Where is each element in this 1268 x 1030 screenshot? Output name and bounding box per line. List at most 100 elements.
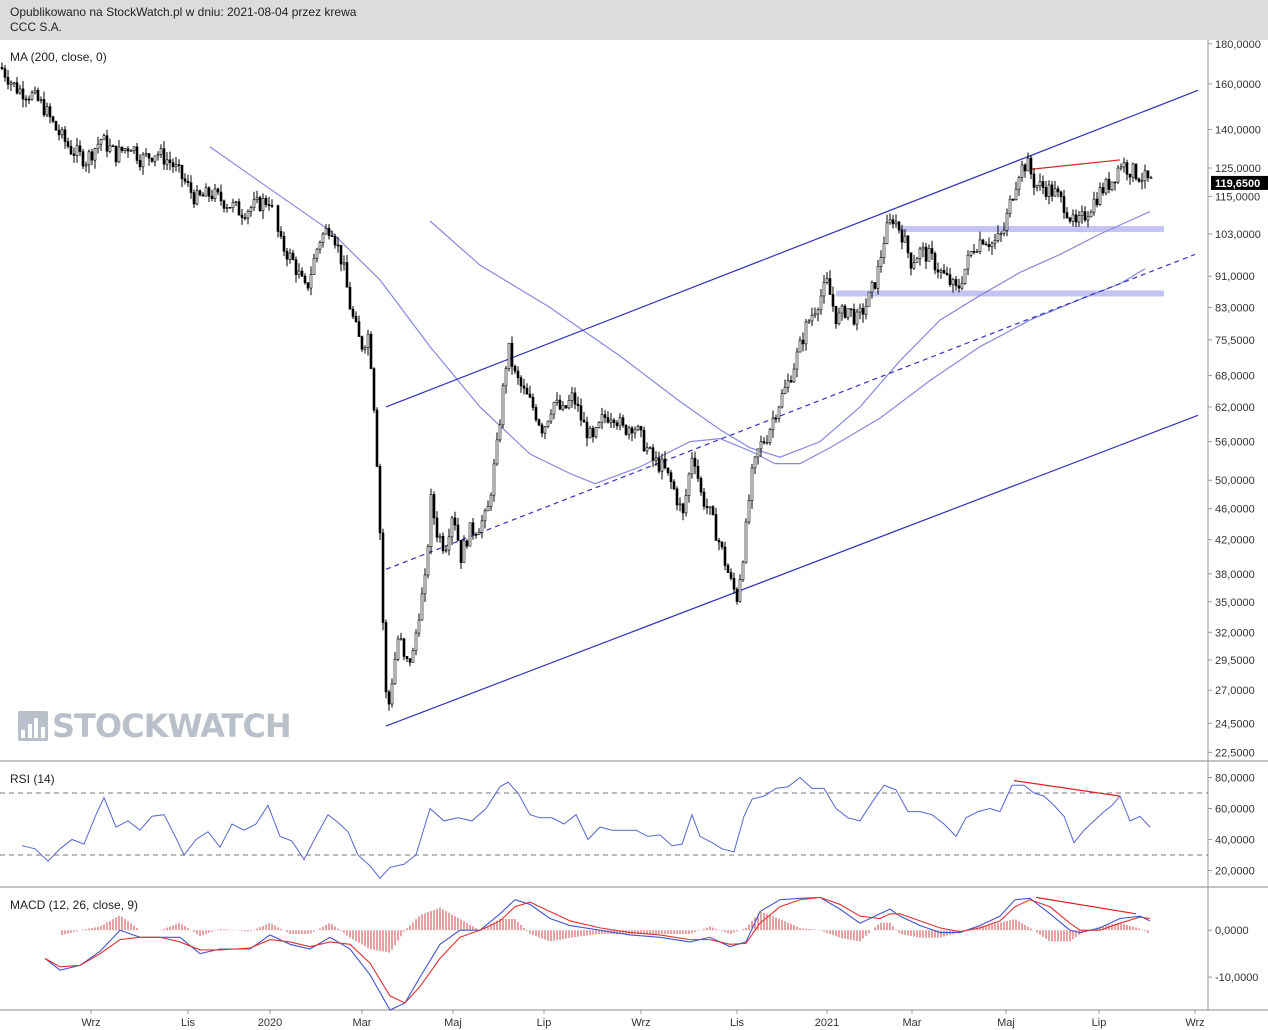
candle <box>306 282 310 292</box>
candle <box>339 244 343 272</box>
candle-body <box>399 638 403 641</box>
candle <box>348 282 352 310</box>
candle <box>666 467 670 476</box>
candle <box>87 149 91 174</box>
candle <box>501 382 505 429</box>
candle-body <box>582 419 586 423</box>
candle-body <box>906 235 910 254</box>
candle <box>747 494 751 525</box>
candle-body <box>120 146 124 151</box>
rsi-tick-label: 20,0000 <box>1215 866 1255 878</box>
candle-body <box>240 214 244 218</box>
candle-body <box>435 517 439 538</box>
candle-body <box>1056 188 1060 193</box>
candle-body <box>279 231 283 237</box>
candle-body <box>855 311 859 325</box>
candle <box>1116 164 1120 184</box>
candle <box>564 405 568 409</box>
candle <box>894 214 898 228</box>
candle <box>993 234 997 250</box>
candle-body <box>420 593 424 621</box>
candle <box>588 425 592 439</box>
candle-body <box>579 405 583 421</box>
rsi-tick-label: 60,0000 <box>1215 804 1255 816</box>
macd-tick-label: -10,0000 <box>1215 972 1258 984</box>
candle <box>288 248 292 264</box>
candle-body <box>1107 178 1111 190</box>
candle <box>267 196 271 211</box>
candle-body <box>6 76 10 85</box>
price-tick-label: 115,0000 <box>1215 191 1260 203</box>
candle-body <box>813 313 817 316</box>
candle <box>924 243 928 269</box>
candle-body <box>693 457 697 467</box>
candle <box>168 151 172 171</box>
candle <box>444 545 448 553</box>
candle-body <box>642 429 646 452</box>
candle-body <box>546 420 550 428</box>
candle <box>315 247 319 263</box>
candle <box>483 508 487 529</box>
price-tick-label: 46,0000 <box>1215 504 1255 516</box>
candle <box>237 198 241 216</box>
candle <box>978 231 982 255</box>
candle-body <box>297 270 301 275</box>
candle <box>477 528 481 536</box>
macd-line <box>44 896 1151 1011</box>
candle-body <box>675 488 679 506</box>
candle <box>690 452 694 479</box>
candle <box>861 303 865 323</box>
candle-body <box>444 549 448 552</box>
candle <box>612 418 616 429</box>
candle-body <box>564 405 568 409</box>
candle-body <box>267 204 271 206</box>
rsi-tick-label: 40,0000 <box>1215 835 1255 847</box>
candle-body <box>1116 167 1120 183</box>
candle-body <box>354 316 358 322</box>
candle-body <box>654 457 658 461</box>
candle-body <box>687 473 691 496</box>
candle <box>1020 160 1024 182</box>
candle <box>210 189 214 202</box>
candle-body <box>36 89 40 101</box>
candle <box>828 270 832 295</box>
macd-panel-title: MACD (12, 26, close, 9) <box>10 898 139 912</box>
candle <box>447 528 451 556</box>
candle-body <box>192 192 196 205</box>
candle <box>759 435 763 457</box>
candle <box>78 140 82 157</box>
candle <box>585 416 589 447</box>
candle-body <box>291 252 295 260</box>
candle <box>309 266 313 296</box>
candle-body <box>1008 198 1012 214</box>
candle-body <box>210 195 214 199</box>
candle <box>708 506 712 516</box>
candle <box>954 276 958 291</box>
candle <box>102 133 106 141</box>
candle <box>1071 209 1075 227</box>
candle-body <box>423 574 427 595</box>
x-tick-label: Mar <box>353 1017 372 1029</box>
candle <box>774 414 778 423</box>
candle-body <box>1104 178 1108 194</box>
candle-body <box>1074 214 1078 223</box>
candle <box>1056 185 1060 198</box>
candle-body <box>495 439 499 465</box>
candle <box>750 463 754 509</box>
candle <box>450 515 454 546</box>
candle-body <box>345 262 349 288</box>
candle <box>705 498 709 515</box>
candle-body <box>846 308 850 318</box>
candle-body <box>888 219 892 224</box>
x-tick-label: Wrz <box>81 1017 100 1029</box>
rsi-line <box>21 776 1151 880</box>
candle <box>153 155 157 167</box>
candle-body <box>900 229 904 243</box>
chart-canvas[interactable]: 119,6500 180,0000 160,0000 140,0000 125,000… <box>0 40 1268 1030</box>
candle <box>1023 163 1027 178</box>
x-tick-label: 2021 <box>815 1017 839 1029</box>
ticker-name: CCC S.A. <box>10 20 63 34</box>
candle-body <box>516 370 520 379</box>
candle <box>291 249 295 261</box>
candle-body <box>981 239 985 245</box>
